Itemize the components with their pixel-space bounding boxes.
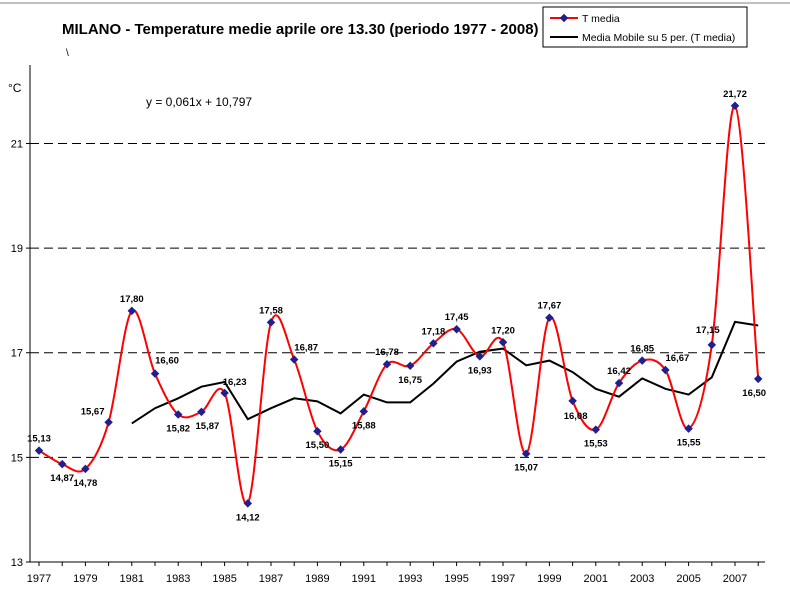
data-point-1996 [475,352,485,361]
data-label-1983: 15,82 [166,424,190,435]
data-label-1989: 15,50 [306,440,330,451]
x-tick-label: 1981 [120,573,144,585]
data-point-1989 [313,426,322,436]
y-tick-label: 21 [11,138,23,150]
data-point-1992 [382,359,392,369]
data-point-1993 [405,361,415,371]
data-label-1979: 14,78 [74,478,98,489]
data-label-2004: 16,67 [666,353,690,364]
data-label-2000: 16,08 [564,411,588,422]
x-tick-label: 1977 [27,573,51,585]
x-tick-label: 2007 [723,573,747,585]
data-point-1984 [197,407,206,417]
data-label-2001: 15,53 [584,439,608,450]
data-label-1991: 15,88 [352,420,376,431]
y-tick-label: 17 [11,348,23,360]
x-tick-label: 1987 [259,573,283,585]
data-point-1987 [266,318,276,327]
data-point-1999 [545,313,554,322]
x-tick-label: 2001 [584,573,608,585]
data-label-1999: 17,67 [538,301,562,312]
x-tick-label: 1979 [73,573,97,585]
data-label-1987: 17,58 [259,305,283,316]
data-label-2006: 17,15 [696,325,720,336]
x-tick-labels: 1977 1979 1981 1983 1985 1987 1989 1991 1993 1995… [27,573,747,585]
x-tick-label: 1983 [166,573,190,585]
x-tick-label: 1989 [305,573,329,585]
data-point-2004 [661,365,670,375]
x-tick-label: 1997 [491,573,515,585]
grid [30,142,765,458]
data-label-1985: 16,23 [223,377,247,388]
data-point-1979 [81,464,90,474]
data-label-2007: 21,72 [723,89,747,100]
chart-subtitle: \ [66,48,69,59]
data-label-1981: 17,80 [120,294,144,305]
data-label-1977: 15,13 [27,434,51,445]
y-tick-label: 19 [11,243,23,255]
data-label-2008: 16,50 [742,388,766,399]
x-tick-label: 2003 [630,573,654,585]
legend-box [542,6,748,48]
data-point-1980 [104,418,113,427]
axes [26,65,765,566]
data-label-1990: 15,15 [329,459,353,470]
data-label-1996: 16,93 [468,365,492,376]
data-label-1998: 15,07 [514,463,538,474]
x-tick-label: 1999 [537,573,561,585]
x-tick-label: 1991 [352,573,376,585]
data-label-1994: 17,18 [422,326,446,337]
y-axis-label: °C [8,81,22,95]
trendline-equation: y = 0,061x + 10,797 [146,95,252,109]
data-point-2006 [707,340,717,350]
data-label-1988: 16,87 [294,343,318,354]
legend-label-t-media: T media [582,13,620,25]
x-tick-label: 1993 [398,573,422,585]
legend: T media Media Mobile su 5 per. (T media) [542,6,748,48]
data-point-1986 [243,499,253,508]
data-label-2003: 16,85 [630,344,654,355]
data-label-1992: 16,78 [375,347,399,358]
data-label-2005: 15,55 [677,438,701,449]
data-label-1993: 16,75 [398,375,422,386]
data-labels: 15,13 14,87 14,78 15,67 17,80 16,60 15,82 15,87… [27,89,766,524]
x-tick-label: 1985 [212,573,236,585]
data-label-1978: 14,87 [50,473,74,484]
data-label-1980: 15,67 [81,406,105,417]
y-tick-labels: 13 15 17 19 21 [11,138,23,569]
data-point-1995 [452,324,461,334]
data-point-2001 [591,425,601,434]
series-line-moving-average [131,320,759,425]
data-point-1982 [150,369,160,378]
chart-title: MILANO - Temperature medie aprile ore 13… [62,21,539,38]
x-tick-label: 2005 [676,573,700,585]
data-label-1997: 17,20 [491,325,515,336]
legend-label-moving-average: Media Mobile su 5 per. (T media) [582,32,735,44]
data-point-1981 [127,306,137,316]
data-label-1995: 17,45 [445,312,469,323]
data-label-1986: 14,12 [236,512,260,523]
x-tick-label: 1995 [444,573,468,585]
y-tick-label: 15 [11,452,23,464]
data-label-1984: 15,87 [196,421,220,432]
data-label-2002: 16,42 [607,366,631,377]
data-point-1988 [289,355,299,364]
markers [34,101,763,508]
y-tick-label: 13 [11,557,23,569]
data-point-1997 [498,338,508,347]
data-label-1982: 16,60 [155,356,179,367]
